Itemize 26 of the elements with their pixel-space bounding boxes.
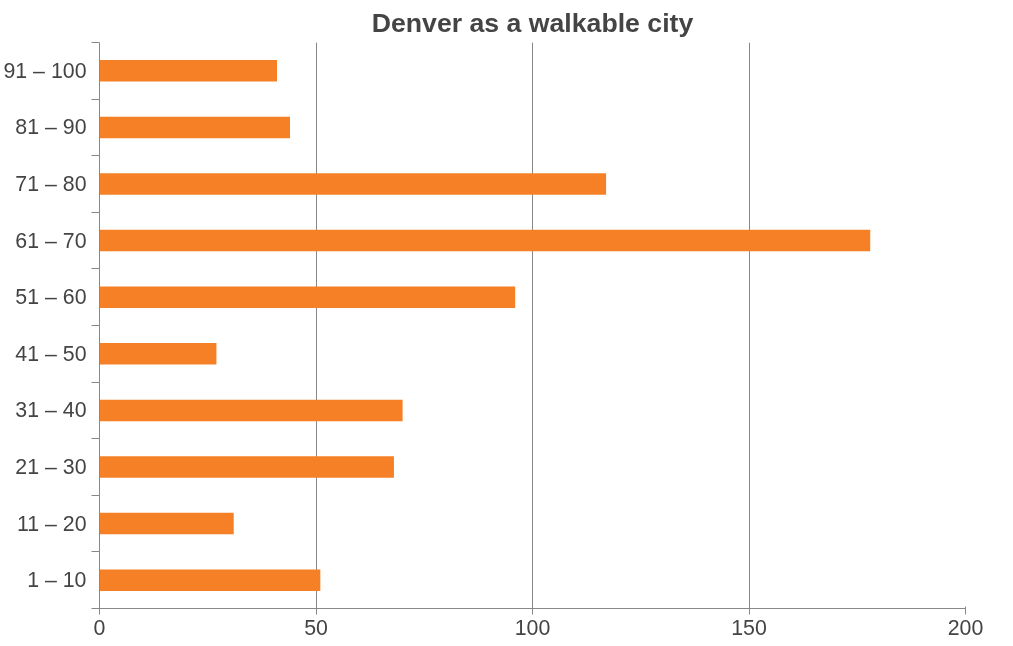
y-tick-label: 51 – 60 [15, 285, 87, 310]
y-tick-label: 71 – 80 [15, 172, 87, 196]
bar [99, 286, 516, 308]
y-tick-label: 1 – 10 [27, 568, 87, 593]
y-tick-label: 81 – 90 [15, 115, 87, 140]
chart-title: Denver as a walkable city [371, 7, 694, 38]
y-tick-label: 91 – 100 [3, 58, 87, 83]
x-tick-label: 50 [304, 615, 328, 640]
bar [99, 343, 217, 365]
bar [99, 173, 607, 195]
y-tick-label: 31 – 40 [15, 398, 87, 423]
x-tick-label: 200 [947, 615, 984, 640]
bar [99, 512, 234, 535]
y-tick-label: 11 – 20 [16, 511, 87, 536]
y-tick-label: 61 – 70 [15, 228, 87, 253]
x-tick-label: 100 [514, 615, 551, 640]
bar [99, 60, 278, 82]
y-tick-label: 41 – 50 [15, 341, 87, 366]
bar [99, 399, 403, 422]
y-tick-label: 21 – 30 [15, 455, 87, 479]
x-tick-label: 0 [93, 615, 106, 640]
bar [99, 569, 321, 591]
bar [99, 116, 291, 139]
bar [99, 229, 871, 252]
bar [99, 456, 394, 478]
x-tick-label: 150 [731, 615, 767, 640]
